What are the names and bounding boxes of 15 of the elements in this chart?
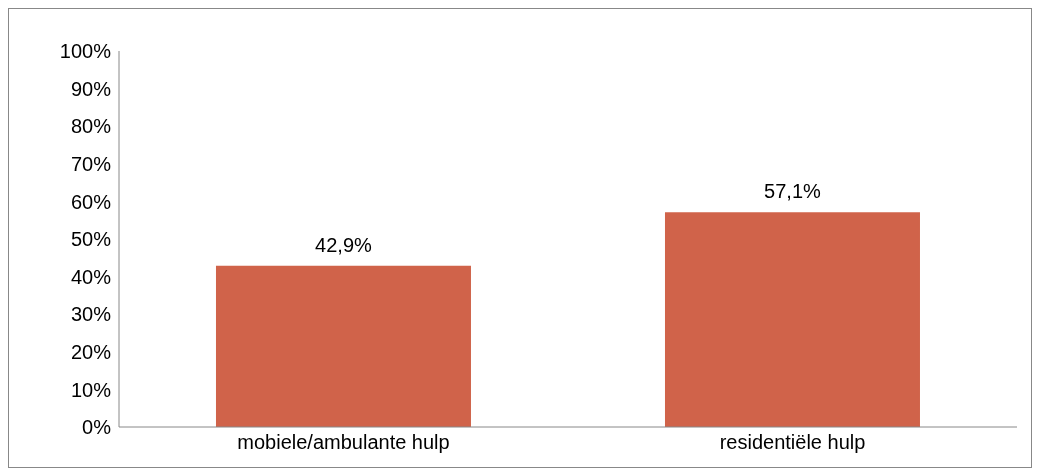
x-tick-label: mobiele/ambulante hulp (237, 431, 450, 454)
y-tick-label: 100% (59, 40, 112, 63)
y-tick-label: 10% (70, 378, 112, 401)
y-tick-label: 0% (82, 416, 112, 439)
y-tick-label: 80% (70, 115, 112, 138)
y-tick-label: 90% (70, 77, 112, 100)
data-label: 57,1% (764, 180, 822, 203)
data-label: 42,9% (315, 233, 373, 256)
y-tick-label: 30% (70, 303, 112, 326)
y-tick-label: 20% (70, 340, 112, 363)
y-tick-label: 50% (70, 228, 112, 251)
y-tick-label: 70% (70, 152, 112, 175)
y-tick-label: 40% (70, 265, 112, 288)
y-tick-label: 60% (70, 190, 112, 213)
x-tick-label: residentiële hulp (719, 431, 866, 454)
